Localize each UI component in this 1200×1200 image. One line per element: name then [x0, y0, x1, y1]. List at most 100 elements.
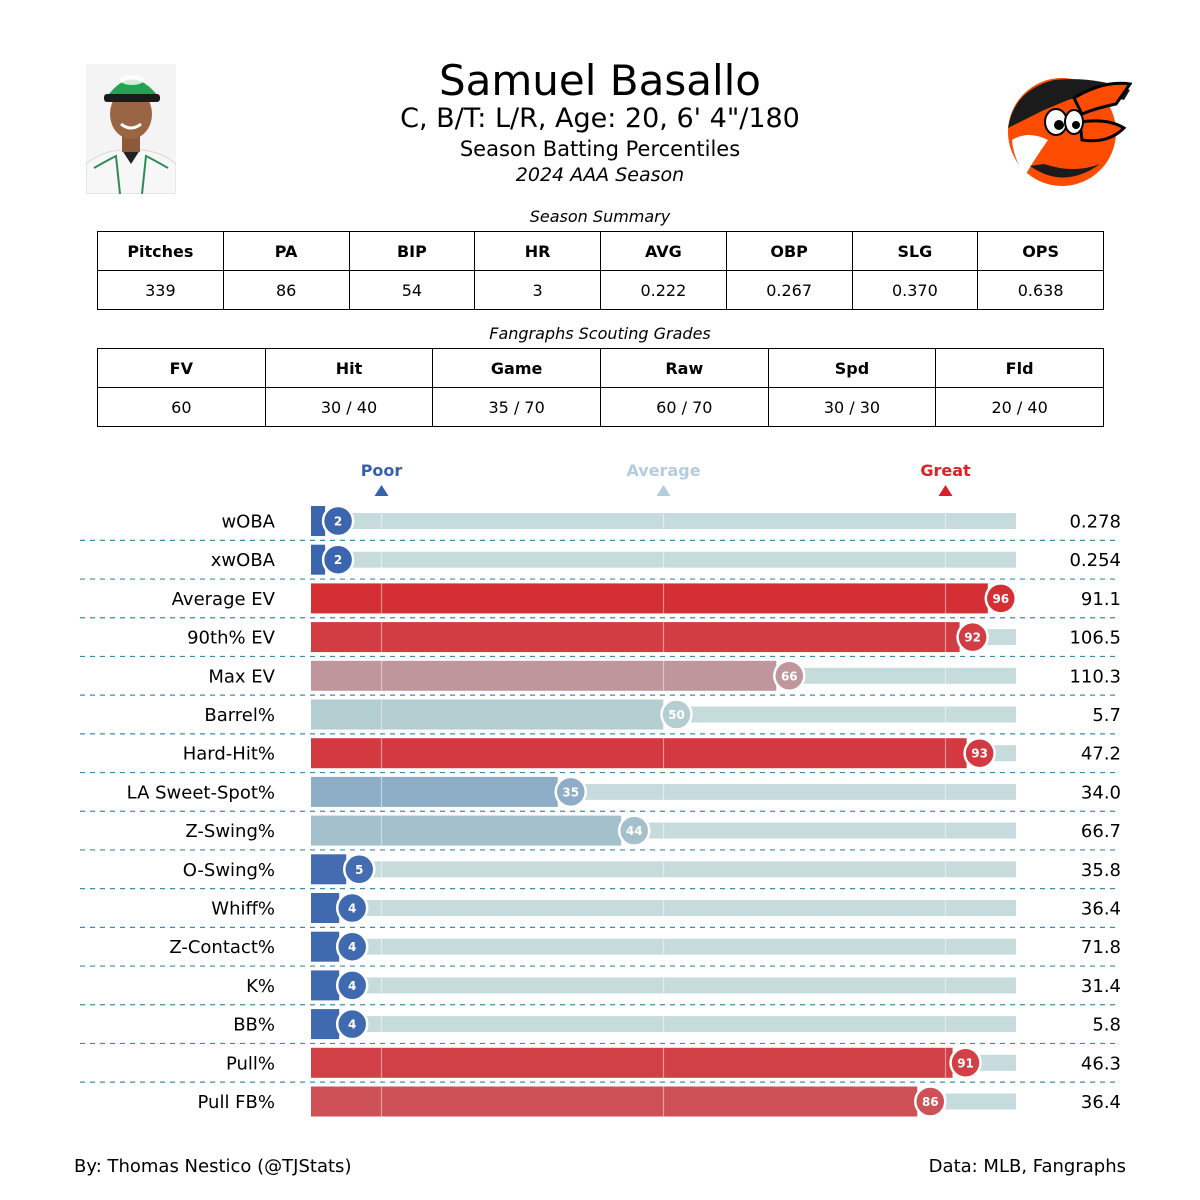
metric-label: Average EV [172, 589, 276, 610]
metric-value: 46.3 [1081, 1053, 1121, 1074]
percentile-bar [311, 854, 347, 885]
footer-source: Data: MLB, Fangraphs [928, 1156, 1126, 1177]
percentile-marker [914, 1085, 947, 1118]
summary-value-row: 339 86 54 3 0.222 0.267 0.370 0.638 [97, 270, 1104, 310]
metric-value: 47.2 [1081, 744, 1121, 765]
player-name: Samuel Basallo [439, 56, 761, 105]
summary-header: SLG [851, 231, 979, 271]
percentile-marker [321, 543, 355, 576]
grades-value: 30 / 30 [767, 387, 937, 427]
percentile-label: 96 [992, 592, 1009, 606]
percentile-label: 4 [348, 902, 356, 916]
summary-caption: Season Summary [529, 207, 671, 226]
percentile-label: 4 [348, 940, 356, 954]
report-title: Season Batting Percentiles [459, 137, 741, 161]
summary-value: 339 [97, 270, 224, 310]
grades-value-row: 60 30 / 40 35 / 70 60 / 70 30 / 30 20 / … [97, 387, 1104, 427]
grades-header: Hit [264, 348, 434, 388]
summary-header: BIP [348, 231, 476, 271]
summary-value: 86 [222, 270, 350, 310]
percentile-track [311, 861, 1016, 878]
grades-value: 30 / 40 [264, 387, 434, 427]
percentile-marker [321, 504, 355, 538]
metric-label: wOBA [221, 512, 275, 533]
metric-value: 36.4 [1081, 1092, 1121, 1113]
grades-header: Spd [767, 348, 937, 388]
percentile-marker [343, 853, 376, 886]
summary-value: 0.638 [977, 270, 1104, 310]
percentile-bar [311, 660, 777, 691]
percentile-bar [311, 1086, 918, 1117]
percentile-track [311, 977, 1016, 994]
percentile-label: 4 [348, 979, 356, 993]
metric-value: 31.4 [1081, 976, 1121, 997]
percentile-marker [956, 620, 989, 654]
metric-value: 0.254 [1069, 550, 1121, 571]
metric-label: Z-Swing% [185, 821, 275, 842]
percentile-marker [335, 891, 369, 925]
percentile-bar [311, 699, 664, 730]
summary-value: 0.222 [600, 270, 727, 310]
percentile-bar [311, 1047, 953, 1078]
percentile-track [311, 938, 1016, 955]
percentile-label: 50 [668, 708, 685, 722]
percentile-label: 2 [334, 515, 342, 529]
percentile-label: 5 [355, 863, 363, 877]
summary-header: HR [474, 231, 601, 271]
percentile-bar [311, 738, 967, 769]
grades-header: Fld [935, 348, 1104, 388]
metric-label: Z-Contact% [169, 937, 275, 958]
grades-value: 60 [97, 387, 266, 427]
percentile-label: 2 [334, 553, 342, 567]
percentile-label: 66 [781, 669, 798, 683]
metric-label: K% [246, 976, 275, 997]
percentile-marker [949, 1046, 982, 1080]
summary-header: PA [222, 231, 350, 271]
summary-header: Pitches [97, 231, 224, 271]
percentile-chart: Poor Average Great 2 wOBA 0.278 2 xwOBA 0.254 96 A… [80, 461, 1121, 1118]
percentile-marker [660, 698, 693, 731]
summary-header-row: Pitches PA BIP HR AVG OBP SLG OPS [97, 231, 1104, 271]
percentile-marker [773, 659, 806, 693]
metric-label: BB% [233, 1015, 275, 1036]
percentile-track [311, 900, 1016, 916]
season-summary-table: Pitches PA BIP HR AVG OBP SLG OPS 339 86… [97, 231, 1104, 310]
percentile-marker [984, 582, 1018, 615]
metric-label: Pull% [226, 1053, 275, 1074]
grades-header: Raw [599, 348, 769, 388]
metric-value: 110.3 [1069, 666, 1121, 687]
grades-header-row: FV Hit Game Raw Spd Fld [97, 348, 1104, 388]
reference-triangle-icon [938, 485, 953, 496]
metric-label: Whiff% [211, 899, 275, 920]
player-headshot [86, 64, 176, 194]
metric-value: 5.7 [1092, 705, 1121, 726]
reference-triangle-icon [374, 485, 389, 496]
grades-header: Game [432, 348, 601, 388]
reference-label-average: Average [626, 461, 700, 480]
season-label: 2024 AAA Season [515, 164, 685, 186]
percentile-label: 35 [562, 785, 579, 799]
summary-header: OBP [725, 231, 853, 271]
percentile-bar [311, 583, 988, 614]
summary-header: AVG [600, 231, 727, 271]
metric-label: xwOBA [211, 550, 276, 571]
percentile-marker [963, 736, 996, 770]
metric-value: 91.1 [1081, 589, 1121, 610]
metric-label: Barrel% [204, 705, 275, 726]
grades-value: 35 / 70 [432, 387, 601, 427]
percentile-track [311, 1016, 1016, 1033]
metric-label: Max EV [208, 666, 275, 687]
percentile-bar [311, 544, 326, 575]
percentile-marker [335, 930, 369, 963]
metric-value: 71.8 [1081, 937, 1121, 958]
player-bio: C, B/T: L/R, Age: 20, 6' 4"/180 [400, 103, 800, 134]
percentile-marker [554, 775, 587, 809]
percentile-label: 44 [626, 824, 643, 838]
grades-caption: Fangraphs Scouting Grades [489, 324, 711, 343]
percentile-bar [311, 1009, 340, 1040]
percentile-marker [617, 814, 651, 847]
grades-header: FV [97, 348, 266, 388]
percentile-bar [311, 506, 326, 536]
percentile-bar [311, 815, 622, 846]
orioles-bird-logo [1004, 70, 1133, 188]
